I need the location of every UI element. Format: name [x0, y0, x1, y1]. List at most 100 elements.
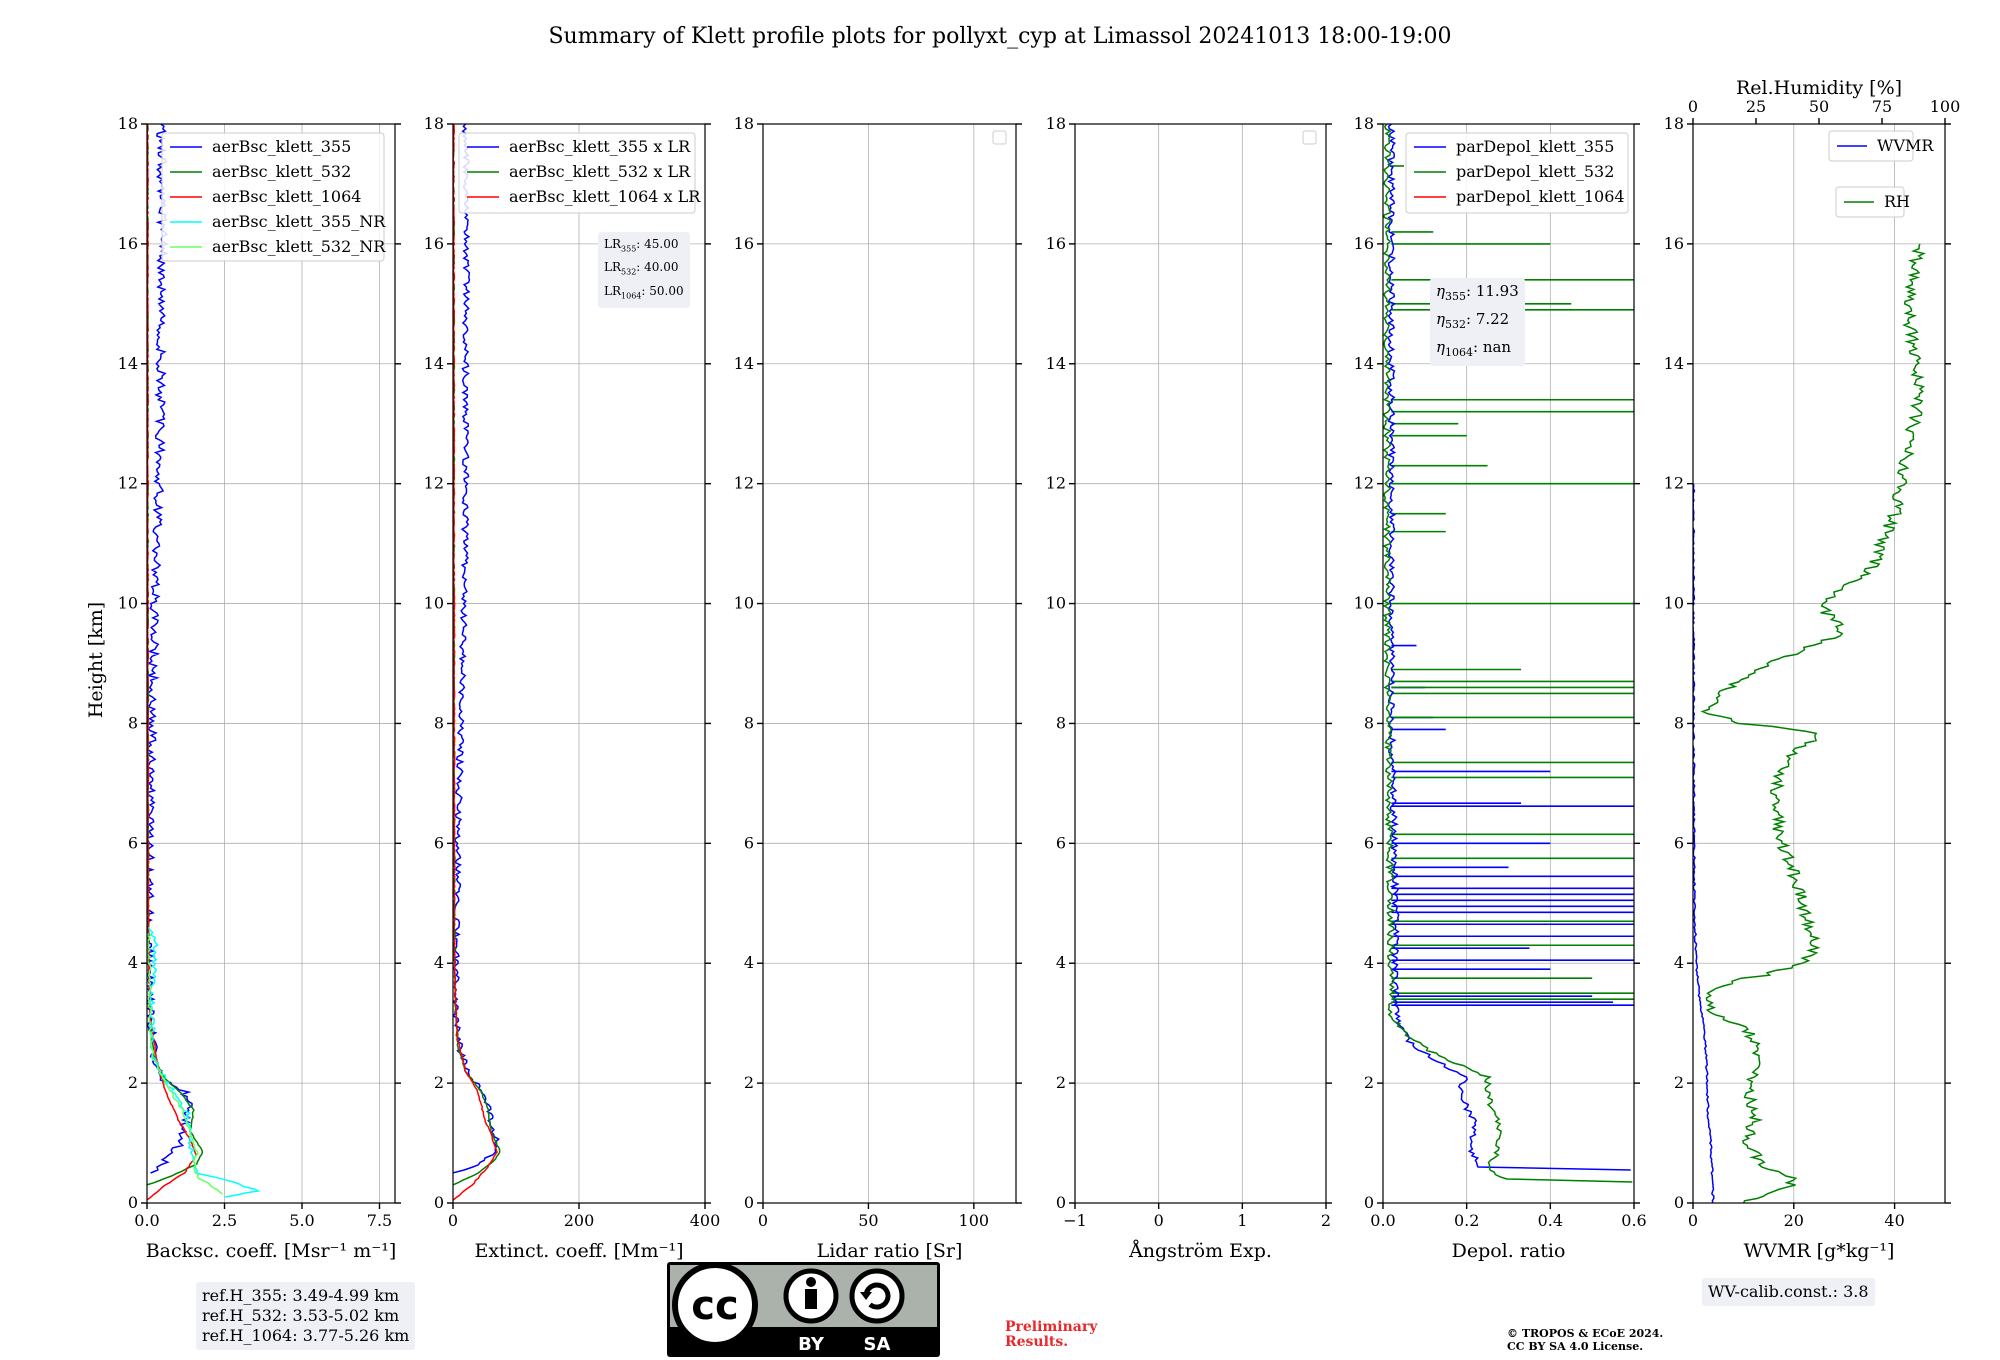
- legend-label: aerBsc_klett_355_NR: [212, 212, 386, 231]
- y-tick-label: 12: [1664, 474, 1684, 493]
- y-tick-label: 10: [734, 594, 754, 613]
- y-tick-label: 18: [1354, 114, 1374, 133]
- y-axis-label: Height [km]: [85, 602, 107, 718]
- y-tick-label: 18: [734, 114, 754, 133]
- x-tick-label: 0.4: [1538, 1211, 1563, 1230]
- y-tick-label: 0: [1056, 1193, 1066, 1212]
- panel-2: 0 2 4 6 8 10 12 14 16 18 0 200 400 Extinct. coeff. [M…: [424, 114, 721, 1262]
- x-tick-label: 5.0: [289, 1211, 314, 1230]
- series-line-aerBsc_klett_1064 x LR: [453, 124, 498, 1201]
- cc-icon-text: cc: [691, 1283, 738, 1329]
- axes-frame: [1692, 123, 1946, 1204]
- x-tick-label: 7.5: [367, 1211, 392, 1230]
- x-axis-label: Ångström Exp.: [1128, 1240, 1272, 1262]
- y-tick-label: 4: [434, 953, 444, 972]
- y-tick-label: 16: [118, 234, 138, 253]
- y-tick-label: 14: [1354, 354, 1374, 373]
- legend-label: aerBsc_klett_532: [212, 162, 351, 181]
- y-tick-label: 10: [1046, 594, 1066, 613]
- y-tick-label: 2: [1056, 1073, 1066, 1092]
- legend-label: parDepol_klett_355: [1456, 137, 1614, 156]
- x-axis-label: Depol. ratio: [1452, 1240, 1566, 1262]
- y-tick-label: 0: [1674, 1193, 1684, 1212]
- y-tick-label: 2: [434, 1073, 444, 1092]
- y-tick-label: 12: [424, 474, 444, 493]
- y-tick-label: 18: [1046, 114, 1066, 133]
- empty-legend: [992, 130, 1007, 145]
- series-line-aerBsc_klett_355 x LR: [453, 124, 500, 1174]
- axes-frame: [146, 123, 396, 1204]
- top-x-tick-label: 75: [1872, 97, 1892, 116]
- y-tick-label: 16: [734, 234, 754, 253]
- x-axis-label: Extinct. coeff. [Mm⁻¹]: [474, 1240, 683, 1262]
- y-tick-label: 6: [744, 833, 754, 852]
- legend-box: [1405, 132, 1629, 214]
- empty-legend: [1302, 130, 1317, 145]
- figure-title: Summary of Klett profile plots for polly…: [548, 24, 1451, 49]
- y-tick-label: 2: [744, 1073, 754, 1092]
- lidar-ratio-box: LR355: 45.00 LR532: 40.00 LR1064: 50.00: [598, 232, 690, 309]
- legend-box: [1828, 130, 1914, 162]
- plot-area: [147, 124, 261, 1201]
- series-line-aerBsc_klett_355: [147, 124, 193, 1174]
- legend: aerBsc_klett_355 aerBsc_klett_532 aerBsc_k…: [161, 132, 386, 262]
- x-tick-label: 0: [1688, 1211, 1698, 1230]
- legend-label: aerBsc_klett_1064: [212, 187, 361, 206]
- x-tick-label: 100: [959, 1211, 990, 1230]
- y-tick-label: 0: [1364, 1193, 1374, 1212]
- y-tick-label: 12: [118, 474, 138, 493]
- preliminary-results-note: Preliminary Results.: [1005, 1319, 1098, 1350]
- x-tick-label: 2: [1321, 1211, 1331, 1230]
- lr-532: LR532: 40.00: [604, 260, 679, 277]
- by-label: BY: [798, 1334, 825, 1355]
- x-tick-label: 0.0: [134, 1211, 159, 1230]
- y-tick-label: 0: [434, 1193, 444, 1212]
- y-tick-label: 10: [1354, 594, 1374, 613]
- x-axis-label: Lidar ratio [Sr]: [817, 1240, 963, 1262]
- lr-355: LR355: 45.00: [604, 237, 679, 254]
- y-tick-label: 8: [1364, 713, 1374, 732]
- axes-frame: [1382, 123, 1635, 1204]
- legend: WVMR RH: [1828, 130, 1934, 218]
- ref-height-1064: ref.H_1064: 3.77-5.26 km: [202, 1326, 410, 1345]
- x-tick-label: 0: [758, 1211, 768, 1230]
- axes-frame: [762, 123, 1017, 1204]
- y-tick-label: 6: [1056, 833, 1066, 852]
- x-tick-label: 20: [1784, 1211, 1804, 1230]
- y-tick-label: 18: [1664, 114, 1684, 133]
- y-tick-label: 0: [744, 1193, 754, 1212]
- y-tick-label: 8: [744, 713, 754, 732]
- x-tick-label: 0.2: [1454, 1211, 1479, 1230]
- y-tick-label: 6: [1674, 833, 1684, 852]
- y-tick-label: 2: [1364, 1073, 1374, 1092]
- series-line-parDepol_klett_355: [1386, 124, 1631, 1171]
- legend: aerBsc_klett_355 x LR aerBsc_klett_532 x …: [458, 132, 701, 214]
- top-x-tick-label: 100: [1930, 97, 1961, 116]
- y-tick-label: 12: [734, 474, 754, 493]
- x-tick-label: 1: [1237, 1211, 1247, 1230]
- legend-label: aerBsc_klett_532_NR: [212, 237, 386, 256]
- x-axis-label: Backsc. coeff. [Msr⁻¹ m⁻¹]: [146, 1240, 397, 1262]
- y-tick-label: 14: [1046, 354, 1066, 373]
- panel-5: 0 2 4 6 8 10 12 14 16 18 0.0 0.2 0.4 0.6 Depol. ratio p…: [1354, 114, 1647, 1262]
- series-line-aerBsc_klett_532_NR: [147, 932, 223, 1195]
- ref-height-532: ref.H_532: 3.53-5.02 km: [202, 1306, 400, 1325]
- y-tick-label: 8: [434, 713, 444, 732]
- x-tick-label: 0: [448, 1211, 458, 1230]
- copyright-note: © TROPOS & ECoE 2024. CC BY SA 4.0 Licen…: [1507, 1327, 1664, 1353]
- eta-532: η532: 7.22: [1436, 310, 1510, 331]
- y-tick-label: 14: [424, 354, 444, 373]
- cc-license-badge[interactable]: cc BY SA: [667, 1262, 940, 1357]
- y-tick-label: 4: [1056, 953, 1066, 972]
- plot-area: [453, 124, 501, 1201]
- y-tick-label: 0: [128, 1193, 138, 1212]
- top-x-tick-label: 0: [1688, 97, 1698, 116]
- y-tick-label: 14: [1664, 354, 1684, 373]
- sa-icon: [849, 1268, 905, 1324]
- y-tick-label: 12: [1354, 474, 1374, 493]
- sa-label: SA: [864, 1334, 891, 1355]
- series-line-aerBsc_klett_532 x LR: [453, 124, 501, 1186]
